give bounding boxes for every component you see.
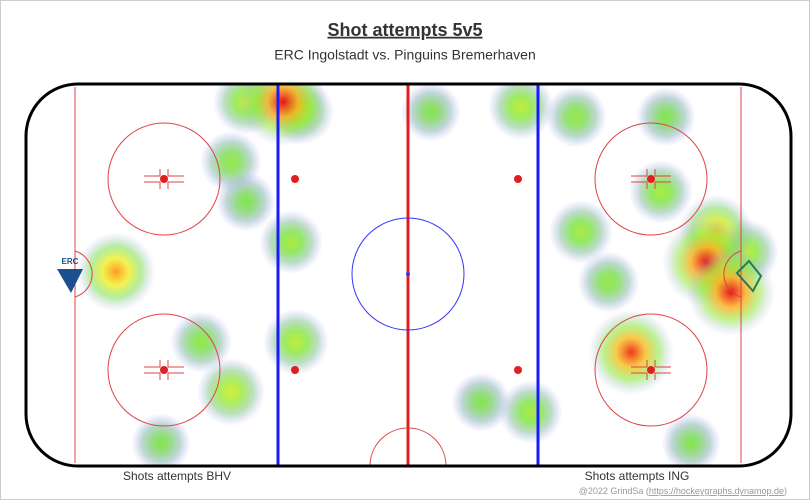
logo-text: ERC xyxy=(62,257,79,266)
faceoff-dot xyxy=(160,175,168,183)
left-label: Shots attempts BHV xyxy=(123,469,231,483)
heat-spot xyxy=(545,86,607,148)
hash xyxy=(167,169,184,177)
hash xyxy=(654,372,671,380)
hash xyxy=(654,360,671,368)
faceoff-dot xyxy=(514,175,522,183)
hash xyxy=(654,169,671,177)
heat-layer xyxy=(76,84,779,466)
hash xyxy=(144,181,161,189)
heat-spot xyxy=(588,309,675,396)
credit-end: ) xyxy=(784,486,787,496)
credit: @2022 GrindSa (https://hockeygraphs.dyna… xyxy=(579,486,787,496)
faceoff-dot xyxy=(291,175,299,183)
credit-text: @2022 GrindSa ( xyxy=(579,486,649,496)
hash xyxy=(144,360,161,368)
credit-link[interactable]: https://hockeygraphs.dynamop.de xyxy=(649,486,784,496)
faceoff-circle xyxy=(107,313,221,427)
heat-spot xyxy=(196,357,266,426)
hash xyxy=(631,360,648,368)
hash xyxy=(167,372,184,380)
hash xyxy=(654,181,671,189)
heat-spot xyxy=(636,87,696,147)
heat-spot xyxy=(76,232,156,312)
faceoff-dot xyxy=(647,366,655,374)
logo-left: ERC xyxy=(57,257,83,293)
heat-spot xyxy=(577,251,640,313)
heat-spot xyxy=(451,372,511,432)
heat-spot xyxy=(686,248,775,337)
heat-spot xyxy=(661,413,721,466)
heat-spot xyxy=(549,199,613,264)
rink xyxy=(24,82,793,468)
hash xyxy=(631,372,648,380)
chart-title: Shot attempts 5v5 xyxy=(327,20,482,40)
heat-spot xyxy=(200,130,262,193)
faceoff-dot xyxy=(160,366,168,374)
heat-spot xyxy=(263,308,330,375)
faceoff-dot xyxy=(647,175,655,183)
heat-spot xyxy=(131,413,191,466)
heat-spot xyxy=(239,84,328,146)
hash xyxy=(167,360,184,368)
right-label: Shots attempts ING xyxy=(585,469,690,483)
faceoff-dot xyxy=(291,366,299,374)
hash xyxy=(631,169,648,177)
hash xyxy=(631,181,648,189)
heat-spot xyxy=(259,210,323,275)
heat-spot xyxy=(170,311,232,373)
logo-right xyxy=(735,259,763,293)
faceoff-circle xyxy=(594,313,708,427)
heat-spot xyxy=(401,84,461,142)
hash xyxy=(167,181,184,189)
faceoff-circle xyxy=(594,122,708,236)
faceoff-circle xyxy=(107,122,221,236)
chart-subtitle: ERC Ingolstadt vs. Pinguins Bremerhaven xyxy=(274,47,535,63)
hash xyxy=(144,372,161,380)
heat-spot xyxy=(499,380,563,444)
hash xyxy=(144,169,161,177)
faceoff-dot xyxy=(514,366,522,374)
